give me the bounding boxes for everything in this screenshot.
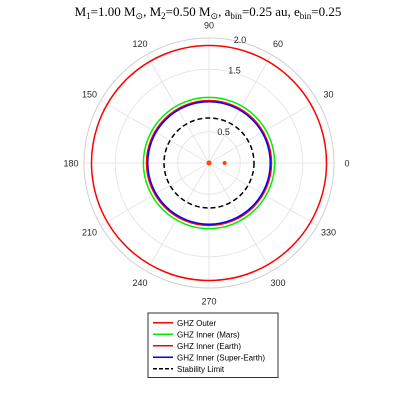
theta-tick-label-8: 240 xyxy=(132,278,147,288)
stars-layer xyxy=(206,160,227,166)
tick-labels: 0 30 60 90 120 150 180 210 240 270 300 330 0.5 1.5 2.0 xyxy=(63,21,349,307)
legend-label-4: Stability Limit xyxy=(177,365,225,374)
r-tick-label-0: 0.5 xyxy=(217,127,230,137)
legend-label-2: GHZ Inner (Earth) xyxy=(177,342,241,351)
theta-tick-label-9: 270 xyxy=(201,297,216,307)
theta-tick-label-7: 210 xyxy=(82,228,97,238)
series-line-0 xyxy=(90,44,328,282)
series-line-2 xyxy=(145,99,273,227)
series-line-4 xyxy=(163,117,255,209)
r-tick-label-3: 2.0 xyxy=(234,35,247,45)
theta-tick-label-10: 300 xyxy=(270,278,285,288)
legend-label-1: GHZ Inner (Mars) xyxy=(177,330,240,339)
theta-tick-label-2: 60 xyxy=(273,39,283,49)
star-marker-0 xyxy=(206,160,212,166)
series-layer xyxy=(90,44,328,282)
series-line-1 xyxy=(142,96,276,230)
theta-tick-label-4: 120 xyxy=(132,39,147,49)
theta-tick-label-1: 30 xyxy=(324,90,334,100)
r-tick-label-2: 1.5 xyxy=(228,66,241,76)
chart-title: M1=1.00 M⊙, M2=0.50 M⊙, abin=0.25 au, eb… xyxy=(75,4,342,21)
theta-tick-label-11: 330 xyxy=(321,228,336,238)
series-line-3 xyxy=(147,101,271,225)
theta-tick-label-6: 180 xyxy=(63,159,78,169)
star-marker-1 xyxy=(222,161,227,165)
theta-tick-label-0: 0 xyxy=(344,159,349,169)
legend: GHZ Outer GHZ Inner (Mars) GHZ Inner (Eart… xyxy=(147,312,279,378)
legend-label-0: GHZ Outer xyxy=(177,319,216,328)
theta-tick-label-5: 150 xyxy=(82,90,97,100)
theta-tick-label-3: 90 xyxy=(204,21,214,31)
legend-label-3: GHZ Inner (Super-Earth) xyxy=(177,353,265,362)
